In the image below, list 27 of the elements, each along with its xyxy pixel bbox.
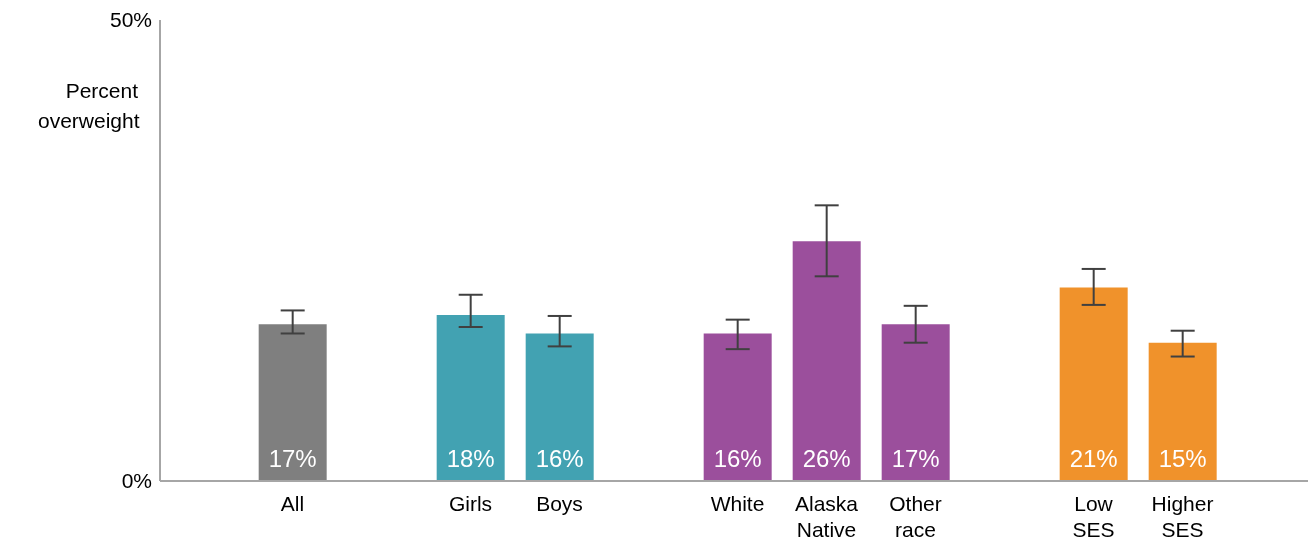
data-label: 16% bbox=[713, 445, 762, 472]
x-tick-label: White bbox=[710, 492, 765, 515]
x-tick-label: Higher SES bbox=[1151, 492, 1214, 541]
data-label: 18% bbox=[446, 445, 495, 472]
bar bbox=[258, 324, 327, 481]
x-tick-label: Girls bbox=[448, 492, 493, 515]
data-label: 17% bbox=[891, 445, 940, 472]
bar bbox=[525, 333, 594, 481]
x-tick-label: Alaska Native bbox=[794, 492, 859, 541]
y-tick-label: 0% bbox=[121, 469, 152, 493]
bar bbox=[436, 315, 505, 481]
bar bbox=[792, 241, 861, 481]
data-label: 26% bbox=[802, 445, 851, 472]
x-tick-label: Other race bbox=[889, 492, 942, 541]
data-label: 15% bbox=[1158, 445, 1207, 472]
y-tick-label: 50% bbox=[109, 8, 152, 32]
data-label: 16% bbox=[535, 445, 584, 472]
bar bbox=[1148, 342, 1217, 481]
bar bbox=[1059, 287, 1128, 481]
x-tick-label: All bbox=[280, 492, 305, 515]
x-tick-label: Boys bbox=[536, 492, 583, 515]
data-label: 21% bbox=[1069, 445, 1118, 472]
data-label: 17% bbox=[268, 445, 317, 472]
x-tick-label: Low SES bbox=[1072, 492, 1115, 541]
bar bbox=[703, 333, 772, 481]
y-axis-title: Percent overweight bbox=[38, 78, 140, 134]
bar bbox=[881, 324, 950, 481]
